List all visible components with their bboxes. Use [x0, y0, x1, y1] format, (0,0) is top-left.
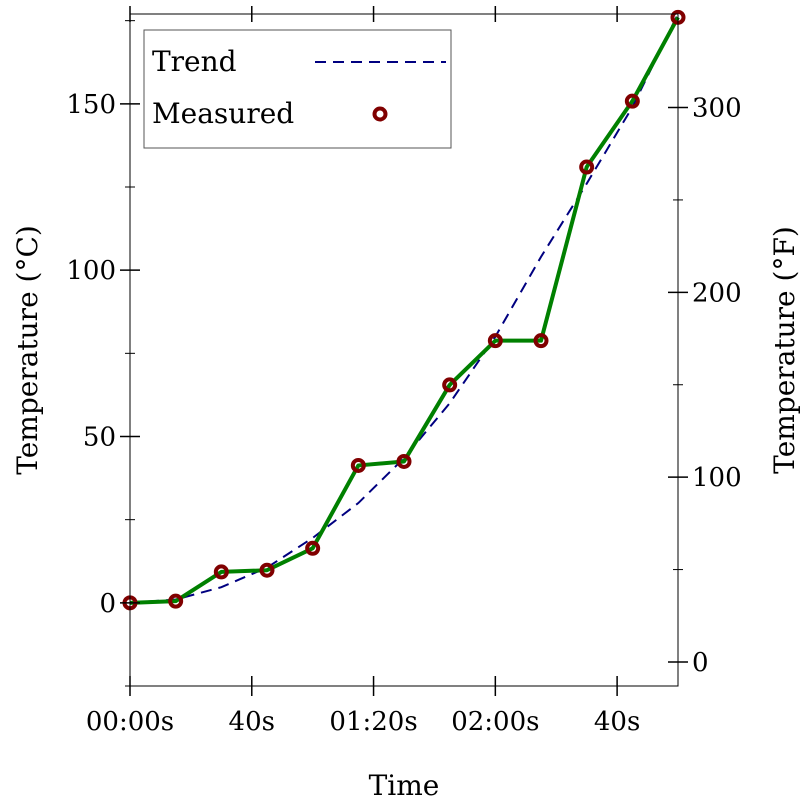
data-point-measured	[350, 457, 366, 473]
data-point-measured	[305, 540, 321, 556]
legend-label-measured: Measured	[152, 97, 294, 130]
x-axis-label: Time	[369, 769, 440, 802]
y-tick-label-left: 100	[66, 256, 116, 286]
series-line-trend	[129, 13, 679, 604]
data-point-measured	[442, 377, 458, 393]
series-line-measured	[129, 16, 680, 605]
y-tick-label-right: 200	[692, 278, 742, 308]
data-point-measured	[259, 562, 275, 578]
y-axis-label-left: Temperature (°C)	[11, 225, 44, 475]
legend-box	[143, 29, 452, 149]
data-point-measured	[487, 333, 503, 349]
y-tick-label-left: 0	[99, 589, 116, 619]
data-point-measured	[168, 593, 184, 609]
y-axis-label-right: Temperature (°F)	[768, 226, 801, 474]
data-point-measured	[579, 159, 595, 175]
y-tick-label-right: 300	[692, 94, 742, 124]
data-point-measured	[213, 564, 229, 580]
y-tick-label-left: 50	[83, 422, 116, 452]
y-tick-label-right: 100	[692, 463, 742, 493]
y-tick-label-right: 0	[692, 648, 709, 678]
legend-swatch-measured	[372, 106, 388, 122]
legend-label-trend: Trend	[152, 45, 237, 78]
data-point-measured	[533, 333, 549, 349]
x-tick-label: 40s	[594, 707, 640, 737]
data-point-measured	[396, 453, 412, 469]
legend: Trend Measured	[143, 29, 452, 149]
x-tick-label: 02:00s	[451, 707, 539, 737]
x-tick-label: 00:00s	[86, 707, 174, 737]
data-point-measured	[624, 93, 640, 109]
plot-frame	[129, 13, 679, 687]
x-tick-label: 40s	[229, 707, 275, 737]
y-tick-label-left: 150	[66, 90, 116, 120]
x-tick-label: 01:20s	[329, 707, 417, 737]
